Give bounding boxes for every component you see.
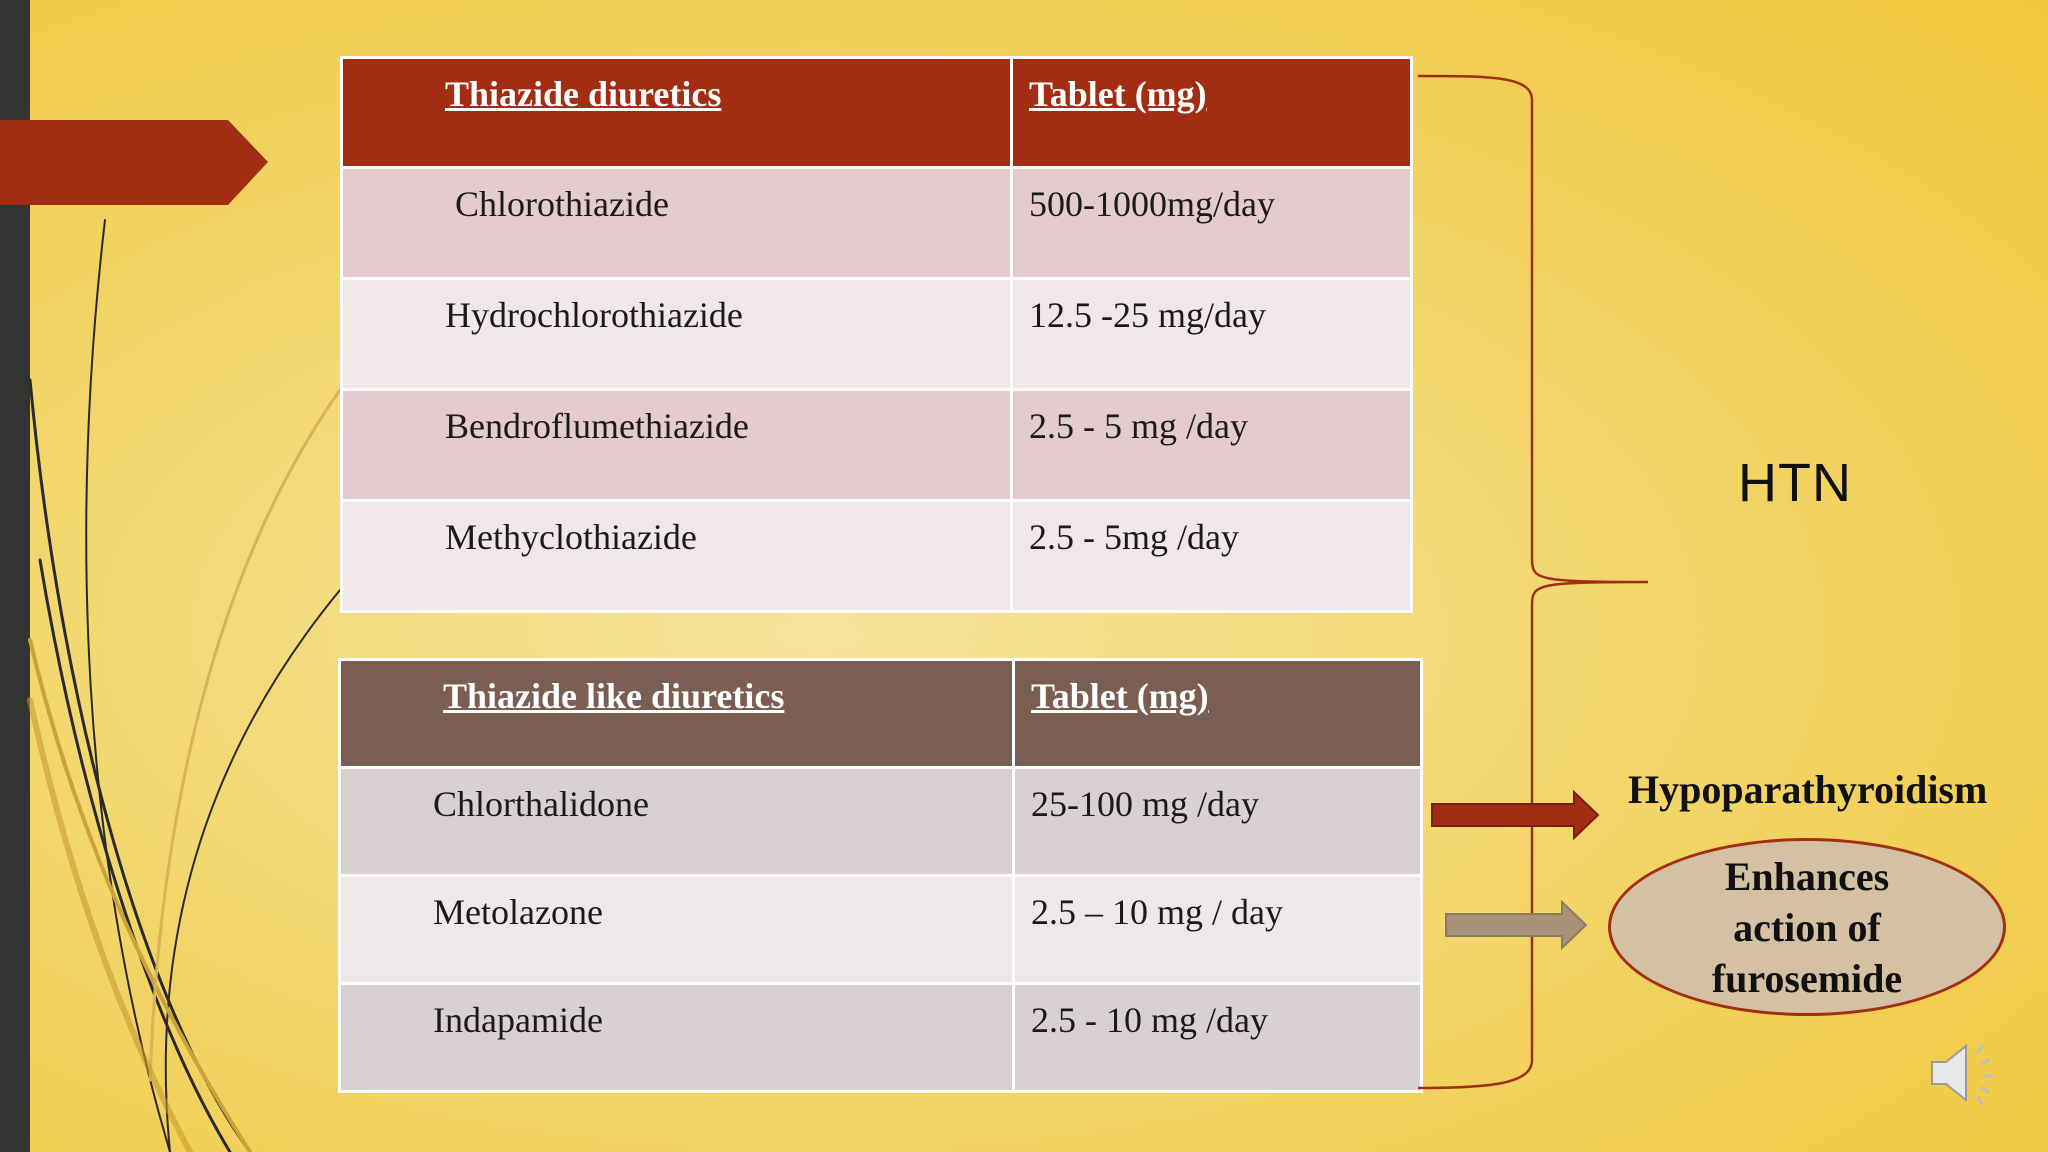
drug-name-cell: Chlorothiazide: [340, 166, 1013, 280]
dose-cell: 2.5 - 5 mg /day: [1010, 388, 1413, 502]
hypoparathyroidism-label: Hypoparathyroidism: [1628, 767, 1988, 812]
speaker-icon[interactable]: [1926, 1036, 2006, 1110]
dose-cell: 2.5 - 5mg /day: [1010, 499, 1413, 613]
table-header-row: Thiazide diuretics Tablet (mg): [340, 56, 1413, 169]
drug-name-cell: Indapamide: [338, 982, 1015, 1093]
furosemide-ellipse: Enhances action of furosemide: [1608, 838, 2006, 1016]
drug-name-cell: Bendroflumethiazide: [340, 388, 1013, 502]
drug-name-cell: Metolazone: [338, 874, 1015, 985]
column-header-drug: Thiazide like diuretics: [338, 658, 1015, 769]
table-row: Chlorthalidone 25-100 mg /day: [338, 766, 1423, 877]
drug-name-cell: Chlorthalidone: [338, 766, 1015, 877]
dose-cell: 2.5 - 10 mg /day: [1012, 982, 1423, 1093]
htn-label: HTN: [1738, 453, 1852, 513]
ellipse-text: Enhances action of furosemide: [1711, 853, 1903, 1001]
dose-cell: 12.5 -25 mg/day: [1010, 277, 1413, 391]
table-row: Hydrochlorothiazide 12.5 -25 mg/day: [340, 277, 1413, 391]
dose-cell: 25-100 mg /day: [1012, 766, 1423, 877]
table-row: Indapamide 2.5 - 10 mg /day: [338, 982, 1423, 1093]
dose-cell: 500-1000mg/day: [1010, 166, 1413, 280]
right-curly-brace: [1417, 74, 1649, 1090]
table-header-row: Thiazide like diuretics Tablet (mg): [338, 658, 1423, 769]
table-row: Chlorothiazide 500-1000mg/day: [340, 166, 1413, 280]
tan-right-arrow: [1445, 900, 1588, 950]
thiazide-like-diuretics-table: Thiazide like diuretics Tablet (mg) Chlo…: [338, 658, 1423, 1093]
table-row: Methyclothiazide 2.5 - 5mg /day: [340, 499, 1413, 613]
red-arrow-tab: [0, 120, 268, 205]
column-header-drug: Thiazide diuretics: [340, 56, 1013, 169]
table-row: Metolazone 2.5 – 10 mg / day: [338, 874, 1423, 985]
column-header-tablet: Tablet (mg): [1012, 658, 1423, 769]
column-header-tablet: Tablet (mg): [1010, 56, 1413, 169]
table-row: Bendroflumethiazide 2.5 - 5 mg /day: [340, 388, 1413, 502]
drug-name-cell: Hydrochlorothiazide: [340, 277, 1013, 391]
red-right-arrow: [1431, 790, 1600, 840]
drug-name-cell: Methyclothiazide: [340, 499, 1013, 613]
dose-cell: 2.5 – 10 mg / day: [1012, 874, 1423, 985]
thiazide-diuretics-table: Thiazide diuretics Tablet (mg) Chlorothi…: [340, 56, 1413, 613]
